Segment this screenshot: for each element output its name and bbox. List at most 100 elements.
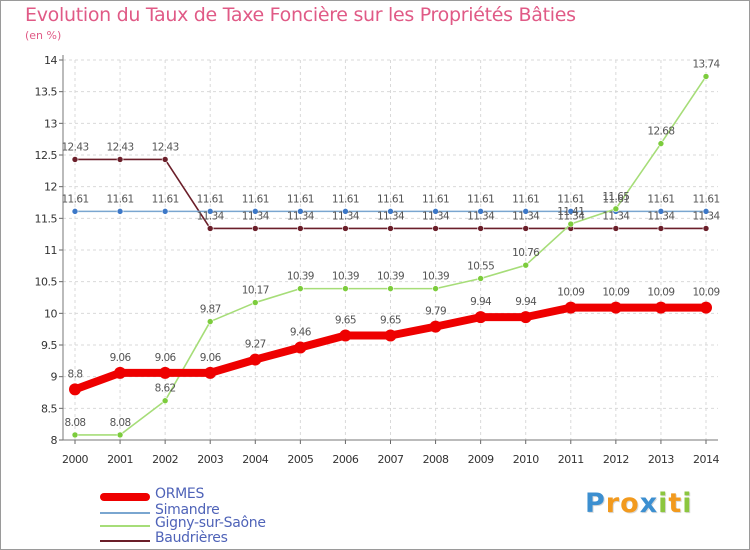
- data-point-ormes: [429, 320, 442, 333]
- data-label-simandre: 11.61: [152, 193, 179, 205]
- data-point-gigny-sur-saone: [387, 285, 394, 292]
- data-label-simandre: 11.61: [242, 193, 269, 205]
- data-label-gigny-sur-saone: 11.65: [602, 191, 629, 203]
- legend-label-gigny: Gigny-sur-Saône: [155, 515, 266, 531]
- legend-item-ormes: ORMES: [100, 486, 360, 504]
- data-point-baudrieres: [612, 225, 620, 232]
- data-label-gigny-sur-saone: 10.39: [377, 271, 404, 283]
- data-label-gigny-sur-saone: 12.68: [647, 126, 674, 138]
- data-label-baudrieres: 12.43: [61, 141, 88, 153]
- data-point-ormes: [159, 366, 172, 379]
- data-point-baudrieres: [206, 225, 214, 232]
- data-point-ormes: [384, 329, 397, 342]
- logo-letter: t: [668, 488, 683, 519]
- x-tick-label: 2006: [332, 453, 358, 466]
- data-point-gigny-sur-saone: [477, 275, 484, 282]
- data-label-baudrieres: 11.34: [242, 210, 270, 222]
- data-point-simandre: [522, 208, 530, 215]
- data-point-gigny-sur-saone: [71, 431, 79, 439]
- data-point-gigny-sur-saone: [342, 285, 349, 292]
- data-label-simandre: 11.61: [61, 193, 88, 205]
- data-label-ormes: 10.09: [692, 287, 719, 299]
- data-label-gigny-sur-saone: 10.39: [422, 271, 449, 283]
- data-label-baudrieres: 11.34: [422, 210, 450, 222]
- data-label-gigny-sur-saone: 8.08: [65, 417, 86, 429]
- data-point-simandre: [702, 208, 710, 215]
- legend-swatch-simandre: [100, 512, 150, 514]
- data-point-baudrieres: [477, 225, 484, 232]
- x-tick-label: 2010: [513, 453, 539, 466]
- data-label-baudrieres: 11.34: [557, 210, 585, 222]
- x-tick-label: 2007: [378, 453, 404, 466]
- data-point-gigny-sur-saone: [297, 285, 304, 292]
- y-tick-label: 11.5: [35, 212, 58, 225]
- data-label-simandre: 11.61: [602, 193, 629, 205]
- y-tick-label: 12: [44, 181, 57, 194]
- data-label-gigny-sur-saone: 9.87: [200, 304, 221, 316]
- data-label-baudrieres: 11.34: [512, 210, 540, 222]
- data-point-ormes: [700, 301, 712, 314]
- data-point-simandre: [342, 208, 349, 215]
- x-tick-label: 2003: [197, 453, 223, 466]
- x-tick-label: 2000: [62, 453, 88, 466]
- data-point-simandre: [71, 208, 79, 215]
- data-label-simandre: 11.61: [422, 193, 449, 205]
- data-label-ormes: 9.65: [335, 315, 356, 327]
- data-label-simandre: 11.61: [512, 193, 539, 205]
- data-label-gigny-sur-saone: 10.39: [287, 271, 314, 283]
- y-tick-label: 11: [44, 244, 57, 257]
- data-label-ormes: 10.09: [602, 287, 629, 299]
- data-point-ormes: [69, 383, 81, 396]
- series-line-gigny-sur-saone: [74, 75, 707, 436]
- data-point-baudrieres: [297, 225, 304, 232]
- logo-letter: x: [639, 488, 659, 519]
- data-label-ormes: 8.8: [68, 368, 83, 380]
- chart-title: Evolution du Taux de Taxe Foncière sur l…: [25, 4, 576, 26]
- legend-label-baudrieres: Baudrières: [155, 530, 228, 546]
- chart-subtitle: (en %): [25, 29, 62, 42]
- x-tick-label: 2013: [648, 453, 674, 466]
- data-point-baudrieres: [71, 156, 79, 163]
- data-point-gigny-sur-saone: [116, 431, 124, 439]
- x-tick-label: 2009: [468, 453, 494, 466]
- data-label-simandre: 11.61: [467, 193, 494, 205]
- data-point-gigny-sur-saone: [251, 299, 259, 306]
- data-label-simandre: 11.61: [287, 193, 314, 205]
- data-point-baudrieres: [387, 225, 394, 232]
- data-point-simandre: [297, 208, 304, 215]
- legend-item-gigny: Gigny-sur-Saône: [100, 515, 360, 533]
- data-point-gigny-sur-saone: [657, 140, 665, 147]
- data-label-ormes: 9.06: [155, 352, 177, 364]
- data-point-ormes: [564, 301, 577, 314]
- data-label-baudrieres: 11.34: [332, 210, 360, 222]
- logo-letter: r: [605, 488, 621, 519]
- data-point-ormes: [204, 366, 217, 379]
- data-label-ormes: 9.27: [245, 339, 266, 351]
- data-label-simandre: 11.61: [377, 193, 404, 205]
- x-tick-label: 2001: [107, 453, 133, 466]
- y-tick-label: 13: [44, 117, 57, 130]
- data-point-simandre: [206, 208, 214, 215]
- y-tick-label: 8: [51, 434, 58, 447]
- x-tick-label: 2011: [558, 453, 584, 466]
- data-point-ormes: [474, 311, 487, 324]
- y-tick-label: 12.5: [35, 149, 58, 162]
- data-point-baudrieres: [251, 225, 259, 232]
- data-point-ormes: [609, 301, 622, 314]
- y-tick-label: 10: [44, 307, 57, 320]
- data-point-simandre: [432, 208, 439, 215]
- legend-label-simandre: Simandre: [155, 502, 220, 518]
- logo-letter: i: [682, 488, 693, 519]
- data-label-baudrieres: 11.34: [197, 210, 225, 222]
- data-labels: 12.43 12.43 12.43 11.34 11.34 11.34 11.34 11.34…: [61, 58, 721, 429]
- legend-swatch-baudrieres: [100, 540, 150, 542]
- x-tick-label: 2014: [693, 453, 719, 466]
- x-tick-label: 2005: [287, 453, 313, 466]
- data-point-baudrieres: [522, 225, 530, 232]
- axes: 8 8.5 9 9.5 10 10.5 11 11.5 12 12.5 13 13.5 14 2000 20…: [35, 54, 720, 466]
- legend-item-baudrieres: Baudrières: [100, 530, 360, 548]
- data-point-simandre: [567, 208, 575, 215]
- x-tick-label: 2002: [152, 453, 178, 466]
- data-label-ormes: 9.06: [200, 352, 222, 364]
- data-point-simandre: [477, 208, 484, 215]
